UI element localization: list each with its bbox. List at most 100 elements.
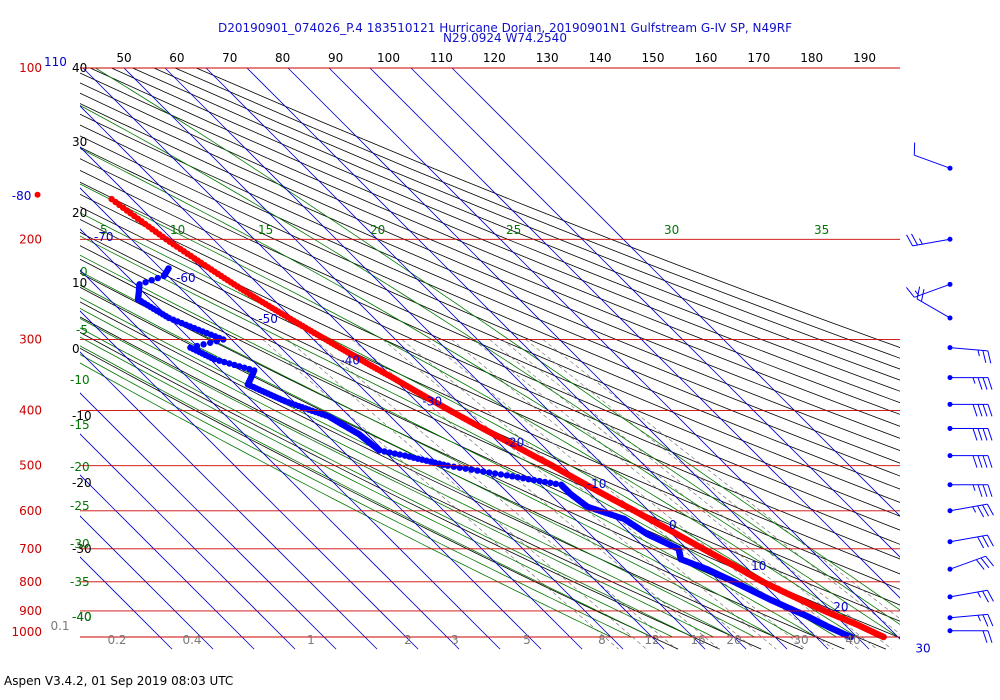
- wind-barb-feather: [987, 377, 993, 390]
- mixing-ratio-line: [351, 339, 720, 650]
- dewpoint-point: [381, 448, 388, 455]
- wind-barb-feather: [982, 614, 989, 627]
- wind-barb-half-feather: [972, 484, 976, 491]
- wind-barb-feather: [972, 455, 978, 468]
- wind-barb-feather: [977, 428, 983, 441]
- wind-barb-feather: [982, 404, 988, 417]
- pressure-tick-label: 100: [19, 61, 42, 75]
- wind-barb-station: [947, 482, 953, 488]
- isotherm-label: 10: [751, 559, 766, 573]
- moist-adiabat-label: -30: [70, 537, 90, 551]
- dewpoint-point: [391, 450, 398, 457]
- wind-barb-staff: [949, 503, 988, 512]
- wind-barb-feather: [982, 455, 988, 468]
- isotherm-label: 0: [669, 518, 677, 532]
- top-axis-label: 160: [694, 51, 717, 65]
- isotherm-label: -80: [12, 189, 32, 203]
- dry-adiabat-label: 10: [72, 276, 87, 290]
- moist-adiabat-label: 15: [258, 223, 273, 237]
- top-axis-label: 80: [275, 51, 290, 65]
- isotherm-label: -10: [587, 477, 607, 491]
- dry-adiabat-label: 0: [72, 342, 80, 356]
- dry-adiabat-line: [80, 193, 900, 560]
- dewpoint-point: [231, 361, 238, 369]
- isotherm-label: -30: [423, 395, 443, 409]
- dewpoint-point: [468, 466, 475, 473]
- mixing-ratio-line: [473, 339, 859, 650]
- pressure-tick-label: 800: [19, 575, 42, 589]
- wind-barb-station: [947, 315, 953, 321]
- wind-barb-feather: [982, 504, 989, 517]
- top-axis-label: 150: [642, 51, 665, 65]
- footer-version: Aspen V3.4.2, 01 Sep 2019 08:03 UTC: [4, 674, 234, 688]
- moist-adiabat-label: 30: [664, 223, 679, 237]
- wind-barb-feather: [916, 286, 921, 300]
- dry-adiabat-line: [80, 103, 900, 451]
- isotherm-line: [80, 310, 419, 650]
- dewpoint-point: [148, 276, 155, 284]
- moist-adiabat-line: [80, 336, 673, 638]
- dry-adiabat-label: 20: [72, 206, 87, 220]
- pressure-tick-label: 700: [19, 542, 42, 556]
- mixing-ratio-label: 20: [726, 633, 741, 647]
- plot-area: [80, 68, 900, 650]
- dry-adiabat-label: 40: [72, 61, 87, 75]
- isotherm-label: -20: [505, 436, 525, 450]
- dewpoint-point: [142, 279, 149, 286]
- moist-adiabat-line: [80, 354, 632, 638]
- mixing-ratio-line: [313, 339, 677, 650]
- wind-barb-feather: [986, 534, 994, 547]
- wind-barb-station: [947, 425, 953, 431]
- moist-adiabat-label: -35: [70, 575, 90, 589]
- mixing-ratio-label: 0.1: [50, 619, 69, 633]
- moist-adiabat-label: 20: [370, 223, 385, 237]
- dry-adiabat-line: [80, 316, 762, 650]
- top-axis-label: 120: [483, 51, 506, 65]
- mixing-ratio-label: 30: [793, 633, 808, 647]
- isotherm-label: -60: [176, 271, 196, 285]
- moist-adiabat-line: [95, 68, 900, 611]
- moist-adiabat-label: 5: [100, 223, 108, 237]
- dewpoint-point: [536, 477, 543, 485]
- mixing-ratio-label: 0.2: [107, 633, 126, 647]
- chart-title: D20190901_074026_P.4 183510121 Hurricane…: [217, 21, 793, 35]
- wind-barb-feather: [985, 555, 994, 567]
- mixing-ratio-label: 0.4: [182, 633, 201, 647]
- isotherm-line: [80, 515, 214, 650]
- dewpoint-point: [474, 467, 481, 474]
- dry-adiabat-line: [80, 113, 900, 464]
- wind-barb-feather: [906, 234, 914, 247]
- wind-barb-feather: [977, 404, 983, 417]
- wind-barb-station: [947, 165, 953, 171]
- dewpoint-point: [525, 475, 532, 483]
- moist-adiabat-label: 0: [80, 265, 88, 279]
- dewpoint-point: [376, 447, 383, 454]
- top-axis-label: 100: [377, 51, 400, 65]
- wind-barb-station: [947, 508, 953, 514]
- pressure-tick-label: 600: [19, 504, 42, 518]
- wind-barb-feather: [982, 630, 988, 643]
- isotherm-line: [205, 68, 788, 650]
- mixing-ratio-label: 40: [845, 633, 860, 647]
- wind-barb-station: [947, 281, 953, 287]
- dewpoint-point: [541, 478, 549, 486]
- wind-barb-feather: [972, 404, 978, 417]
- dry-adiabat-line: [80, 286, 845, 650]
- top-axis-label: 110: [430, 51, 453, 65]
- isotherm-line: [80, 351, 378, 650]
- top-axis-label: 130: [536, 51, 559, 65]
- wind-barb-feather: [987, 350, 992, 364]
- moist-adiabat-line: [80, 212, 858, 638]
- dry-adiabat-line: [111, 68, 900, 392]
- wind-barb-staff: [912, 238, 951, 247]
- top-axis-label: 190: [853, 51, 876, 65]
- top-axis-label: 60: [169, 51, 184, 65]
- dewpoint-point: [154, 274, 161, 282]
- mixing-ratio-line: [525, 339, 900, 635]
- wind-barb-feather: [987, 630, 993, 643]
- wind-barb-feather: [920, 288, 925, 302]
- pressure-tick-label: 400: [19, 404, 42, 418]
- wind-barb-staff: [949, 347, 988, 352]
- dewpoint-point: [485, 469, 493, 476]
- mixing-ratio-label: 5: [523, 633, 531, 647]
